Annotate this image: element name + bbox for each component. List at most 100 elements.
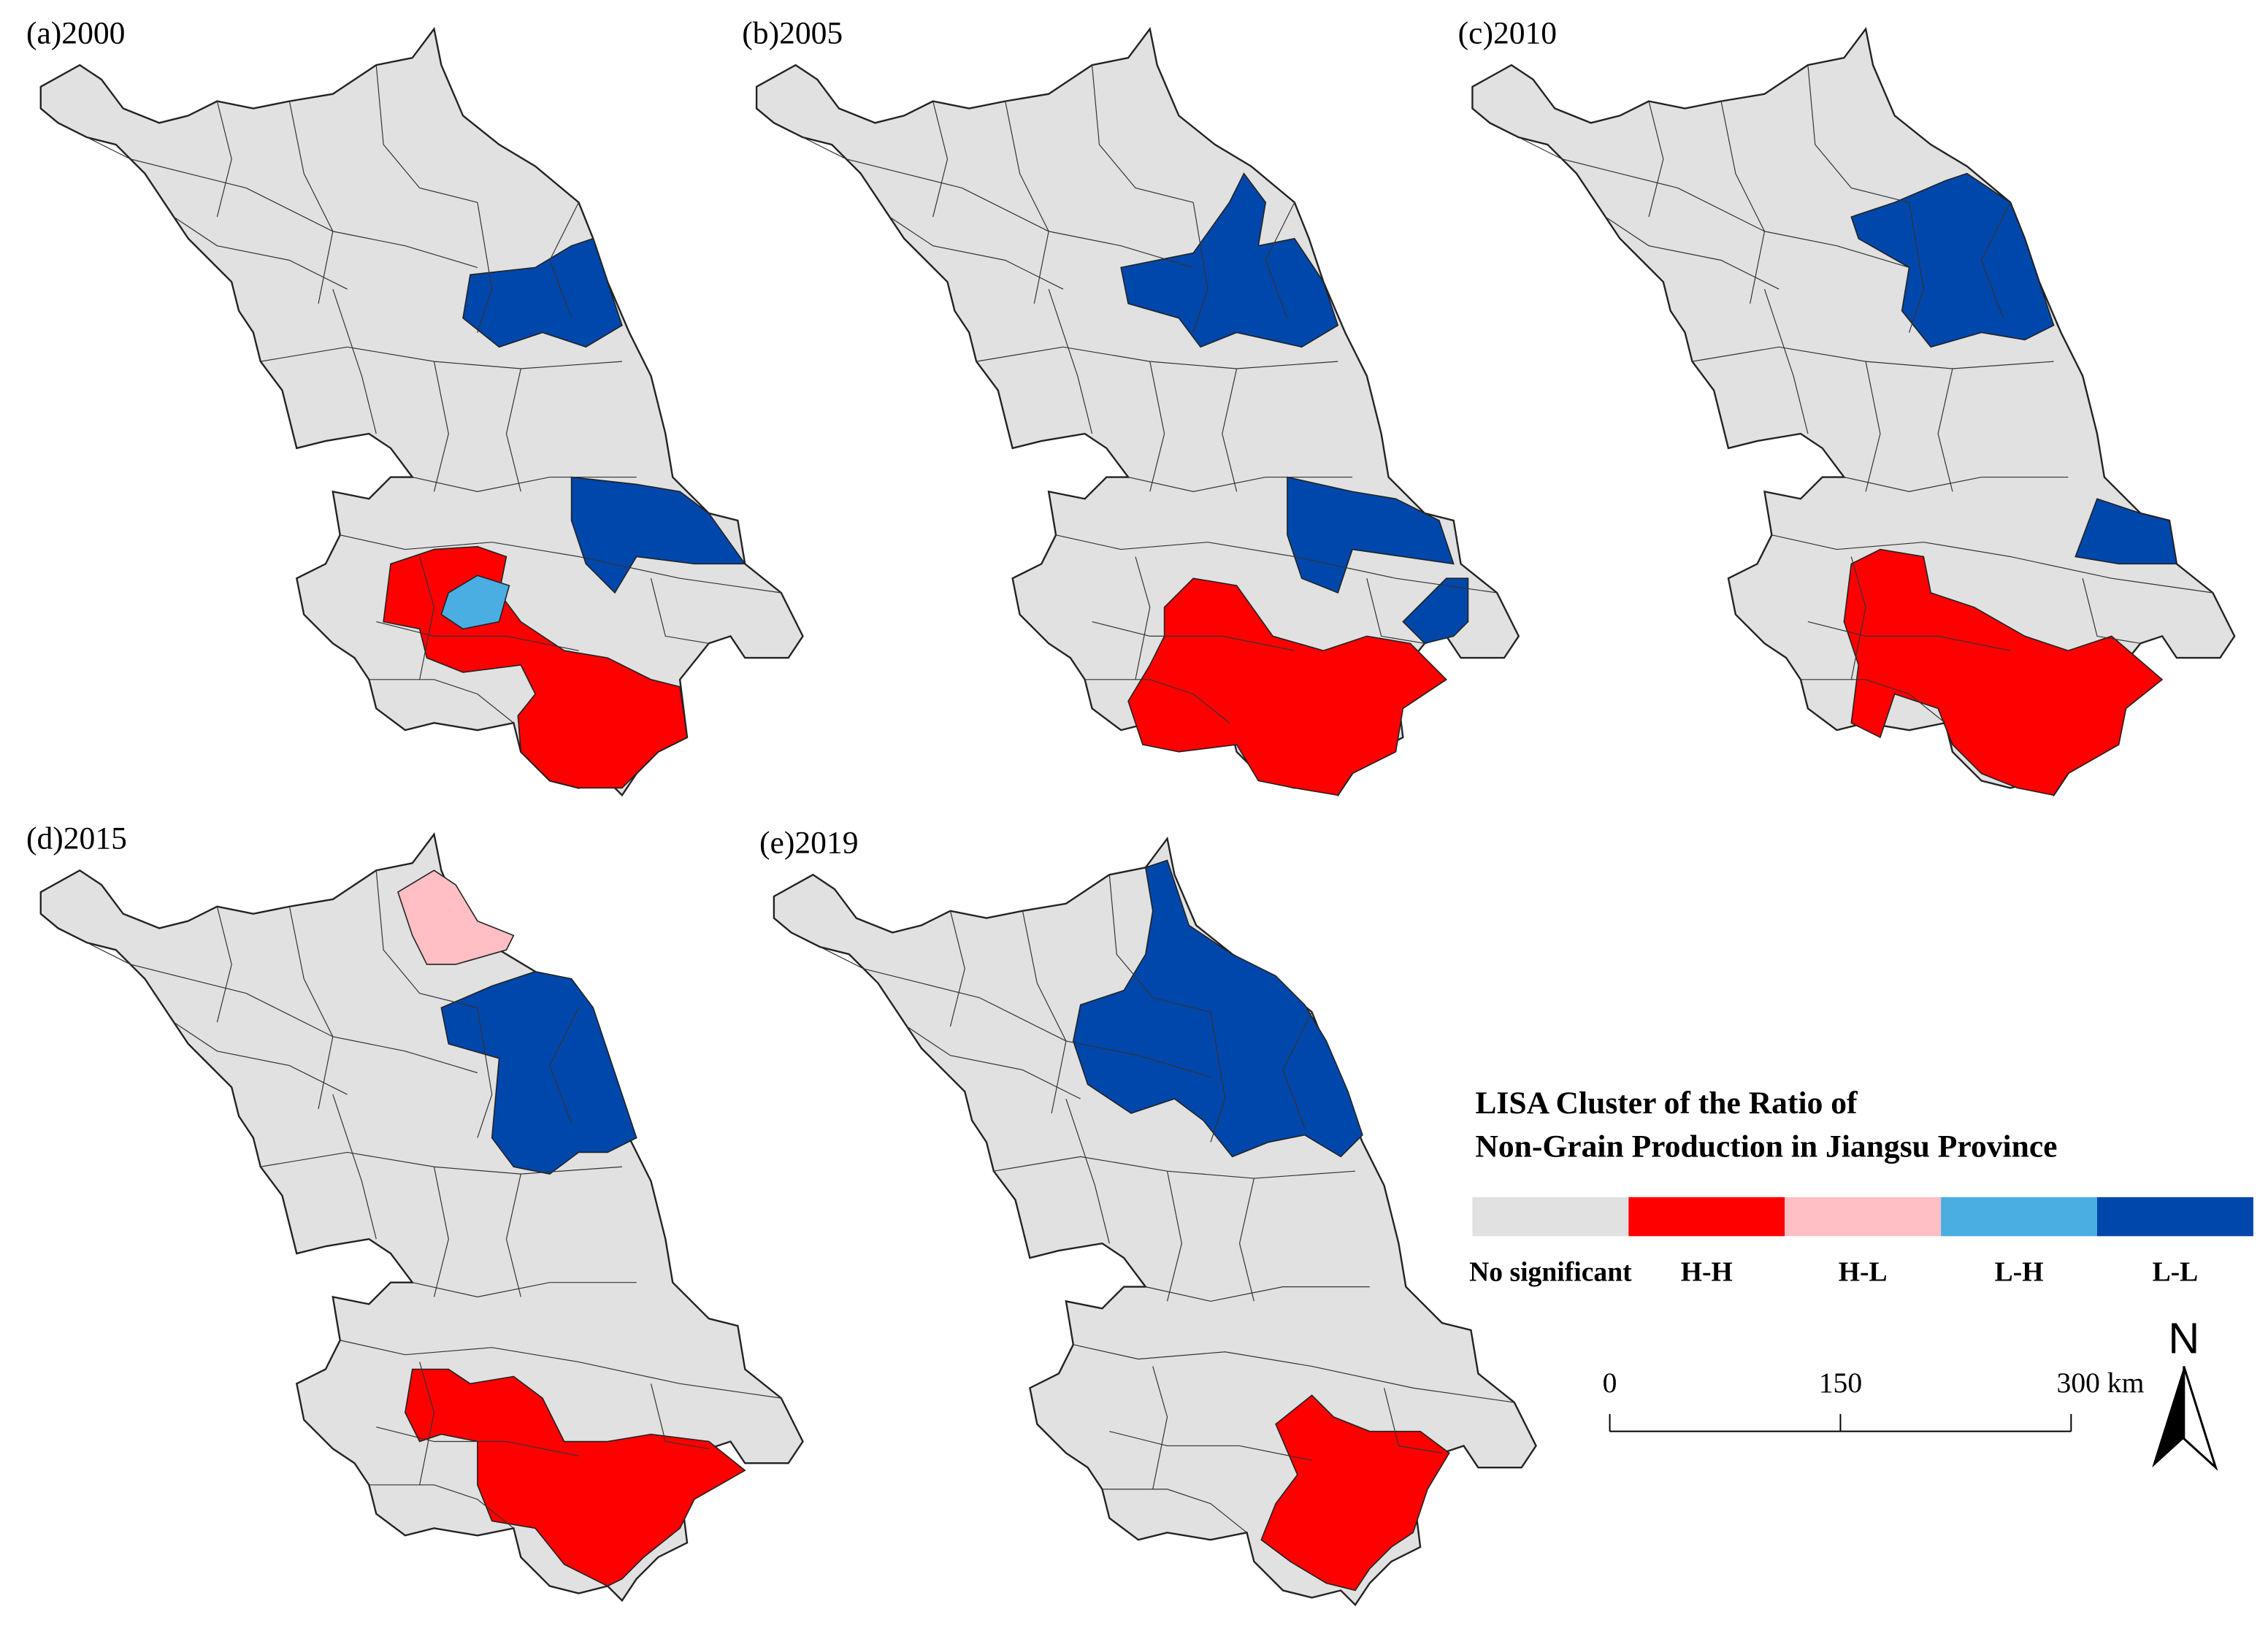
- district-border: [1092, 621, 1295, 651]
- district-border: [1048, 288, 1093, 434]
- panel-label: (e)2019: [759, 825, 858, 860]
- district-border: [1720, 101, 1766, 304]
- district-border: [1265, 201, 1295, 318]
- district-border: [1937, 368, 1953, 492]
- scale-label: 0: [1603, 1367, 1617, 1399]
- district-border: [1005, 101, 1049, 304]
- district-border: [1865, 361, 1881, 492]
- district-border: [549, 201, 580, 318]
- legend-swatch: [1628, 1197, 1785, 1237]
- cluster-region: [1843, 548, 2164, 796]
- district-border: [173, 1021, 348, 1095]
- district-border: [1518, 137, 1678, 189]
- map-panel: (c)2010: [1458, 15, 2236, 797]
- map-panel: (e)2019: [759, 825, 1537, 1607]
- district-border: [1073, 1344, 1514, 1403]
- district-border: [650, 578, 709, 644]
- district-border: [375, 870, 478, 1008]
- district-border: [216, 101, 232, 218]
- cluster-region: [405, 1368, 746, 1587]
- legend-swatch: [1941, 1197, 2097, 1237]
- cluster-region: [440, 575, 510, 630]
- district-border: [1102, 1489, 1247, 1533]
- district-border: [949, 910, 965, 1027]
- district-border: [2082, 578, 2141, 644]
- district-border: [1222, 368, 1238, 492]
- panel-label: (d)2015: [26, 821, 127, 856]
- district-border: [1648, 101, 1664, 218]
- district-border: [1807, 621, 2011, 651]
- district-border: [376, 621, 579, 651]
- cluster-region: [1073, 859, 1363, 1158]
- cluster-region: [2074, 498, 2177, 565]
- district-border: [1065, 1098, 1110, 1244]
- district-border: [1850, 556, 1866, 680]
- district-border: [549, 1007, 580, 1124]
- district-border: [906, 1026, 1081, 1099]
- district-border: [1384, 1388, 1442, 1454]
- district-border: [1135, 556, 1151, 680]
- district-border: [1108, 875, 1211, 1013]
- legend-swatch: [2096, 1197, 2253, 1237]
- district-border: [173, 216, 348, 290]
- district-border: [1166, 1171, 1182, 1302]
- district-border: [1091, 65, 1194, 203]
- district-border: [1605, 216, 1779, 290]
- district-border: [1844, 476, 2069, 492]
- legend-label: H-L: [1839, 1257, 1888, 1288]
- district-border: [1980, 201, 2011, 318]
- map-panel: (a)2000: [26, 15, 804, 797]
- district-border: [505, 1174, 521, 1297]
- district-border: [932, 101, 949, 218]
- cluster-region: [1120, 172, 1339, 348]
- district-border: [505, 368, 521, 492]
- district-border: [819, 946, 980, 999]
- district-border: [245, 993, 478, 1074]
- district-border: [332, 1094, 377, 1240]
- map-panel: (d)2015: [26, 821, 804, 1602]
- district-border: [802, 137, 962, 189]
- district-border: [1238, 1178, 1254, 1302]
- cluster-region: [570, 476, 746, 594]
- district-border: [433, 361, 449, 492]
- district-border: [978, 997, 1211, 1078]
- map-panel: (b)2005: [742, 15, 1520, 797]
- province-outline: [39, 26, 804, 797]
- panel-label: (a)2000: [26, 15, 125, 50]
- district-border: [419, 1362, 435, 1486]
- district-border: [1366, 578, 1425, 644]
- district-border: [1149, 361, 1165, 492]
- district-border: [650, 1383, 709, 1450]
- district-border: [412, 476, 637, 492]
- province-outline: [773, 836, 1537, 1607]
- district-border: [86, 137, 247, 189]
- cluster-region: [1260, 1394, 1450, 1591]
- scale-label: 300 km: [2057, 1367, 2145, 1399]
- cluster-region: [396, 869, 515, 965]
- district-border: [1109, 1431, 1312, 1461]
- district-border: [962, 187, 1194, 268]
- cluster-region: [1127, 577, 1448, 796]
- district-border: [1763, 288, 1809, 434]
- panel-label: (c)2010: [1458, 15, 1557, 50]
- district-border: [340, 1340, 781, 1399]
- district-border: [1677, 187, 1909, 268]
- district-border: [1282, 1012, 1313, 1128]
- district-border: [288, 906, 334, 1110]
- scale-label: 150: [1819, 1367, 1862, 1399]
- district-border: [245, 187, 478, 268]
- district-border: [1908, 202, 1924, 333]
- district-border: [288, 101, 334, 304]
- district-border: [433, 1167, 449, 1297]
- legend-title: Non-Grain Production in Jiangsu Province: [1475, 1129, 2057, 1164]
- district-border: [1022, 910, 1067, 1114]
- district-border: [332, 288, 377, 434]
- legend-title: LISA Cluster of the Ratio of: [1475, 1086, 1858, 1121]
- legend-label: L-H: [1995, 1257, 2044, 1288]
- district-border: [376, 1427, 579, 1456]
- district-border: [1210, 1012, 1226, 1143]
- district-border: [1807, 65, 1909, 203]
- north-label: N: [2168, 1314, 2199, 1363]
- cluster-region: [462, 237, 623, 348]
